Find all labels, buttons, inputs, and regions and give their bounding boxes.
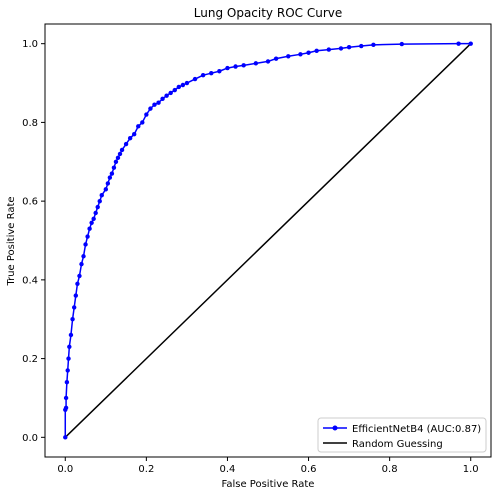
- y-tick-label: 0.0: [22, 433, 38, 444]
- data-point: [371, 42, 376, 48]
- data-point: [89, 220, 94, 225]
- data-point: [180, 82, 186, 88]
- data-point: [346, 45, 352, 50]
- y-tick-label: 0.6: [22, 197, 38, 208]
- data-point: [75, 281, 80, 286]
- data-point: [105, 181, 111, 186]
- data-point: [168, 90, 173, 96]
- data-point: [241, 63, 246, 68]
- y-axis-label: True Positive Rate: [6, 196, 17, 286]
- data-point: [63, 405, 69, 410]
- data-point: [63, 395, 69, 401]
- data-point: [286, 54, 291, 59]
- data-point: [70, 317, 75, 322]
- x-axis-label: False Positive Rate: [222, 479, 315, 490]
- data-point: [209, 71, 214, 76]
- legend-label-efficientnet: EfficientNetB4 (AUC:0.87): [352, 424, 481, 435]
- axes-frame: [44, 23, 492, 458]
- data-point: [83, 242, 88, 247]
- data-point: [71, 305, 77, 310]
- data-point: [93, 210, 98, 216]
- legend-box: [317, 417, 487, 453]
- data-point: [132, 132, 137, 137]
- data-point: [144, 112, 149, 117]
- data-point: [184, 80, 190, 86]
- legend: EfficientNetB4 (AUC:0.87) Random Guessin…: [317, 417, 487, 453]
- data-point: [148, 106, 153, 111]
- data-point: [225, 65, 230, 71]
- chart-title: Lung Opacity ROC Curve: [194, 6, 342, 20]
- series-line-random-guessing: [64, 43, 472, 438]
- axis-ticks: 0.0 0.2 0.4 0.6 0.8 1.0 0.0 0.2 0.4 0.6 0.8 1.0: [22, 39, 479, 475]
- data-point: [66, 356, 71, 361]
- data-point: [79, 261, 84, 267]
- data-point: [103, 187, 109, 192]
- data-point: [338, 46, 344, 51]
- data-point: [152, 102, 157, 107]
- data-point: [306, 50, 311, 55]
- data-point: [176, 84, 181, 90]
- data-point: [140, 120, 145, 125]
- data-point: [107, 175, 113, 180]
- data-point: [468, 41, 473, 46]
- data-point: [68, 332, 74, 338]
- data-point: [65, 368, 70, 373]
- y-tick-label: 0.2: [22, 354, 38, 365]
- data-point: [172, 87, 177, 93]
- data-point: [81, 254, 86, 259]
- data-point: [359, 43, 364, 49]
- data-point: [326, 47, 332, 52]
- data-point: [314, 48, 319, 53]
- data-point: [85, 234, 90, 239]
- plot-area: [63, 41, 473, 440]
- x-tick-label: 0.2: [138, 464, 154, 475]
- data-point: [217, 69, 222, 74]
- x-tick-label: 0.4: [220, 464, 236, 475]
- y-tick-label: 1.0: [22, 39, 38, 50]
- data-point: [200, 72, 206, 78]
- data-point: [164, 93, 169, 98]
- data-point: [156, 100, 161, 105]
- data-point: [115, 155, 121, 161]
- data-point: [63, 435, 68, 440]
- legend-label-random: Random Guessing: [352, 439, 443, 450]
- data-point: [67, 344, 72, 349]
- data-point: [109, 171, 115, 176]
- x-tick-label: 1.0: [463, 464, 479, 475]
- data-point: [113, 159, 119, 164]
- data-point: [123, 141, 129, 147]
- data-point: [298, 52, 303, 57]
- x-tick-label: 0.0: [57, 464, 73, 475]
- data-point: [119, 147, 125, 153]
- legend-marker-efficientnet: [332, 425, 338, 431]
- data-point: [64, 380, 70, 385]
- data-point: [127, 135, 133, 141]
- data-point: [91, 216, 96, 222]
- data-point: [87, 226, 92, 231]
- data-point: [95, 204, 100, 210]
- data-point: [265, 59, 271, 64]
- data-point: [253, 61, 259, 66]
- data-point: [111, 165, 117, 170]
- y-tick-label: 0.8: [22, 118, 38, 129]
- y-tick-label: 0.4: [22, 275, 38, 286]
- x-tick-label: 0.6: [301, 464, 317, 475]
- data-point: [99, 193, 104, 198]
- x-tick-label: 0.8: [382, 464, 398, 475]
- data-point: [97, 198, 102, 204]
- data-point: [456, 41, 461, 46]
- data-point: [73, 293, 79, 298]
- data-point: [160, 96, 165, 101]
- data-point: [399, 41, 404, 47]
- data-point: [117, 151, 123, 157]
- data-point: [273, 56, 279, 61]
- data-point: [192, 76, 198, 82]
- data-point: [233, 64, 238, 69]
- data-point: [136, 124, 141, 129]
- data-point: [77, 273, 82, 279]
